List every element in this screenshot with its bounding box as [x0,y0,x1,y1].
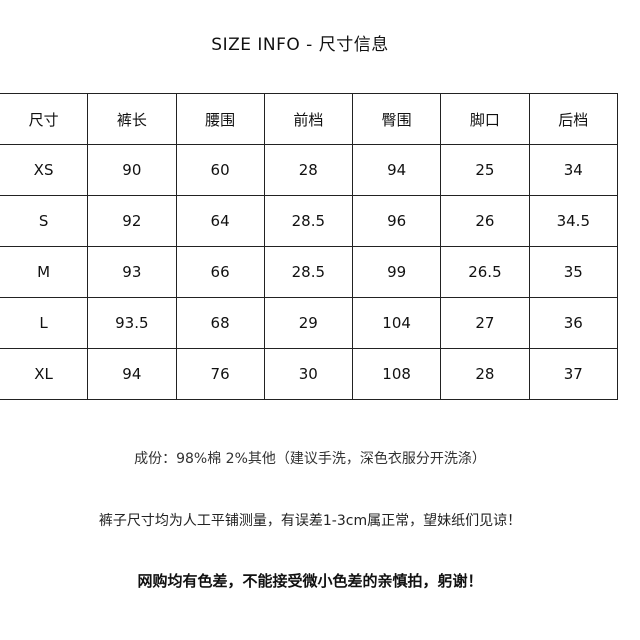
table-cell: 92 [87,195,177,247]
table-cell: 34 [528,144,619,196]
table-cell: 裤长 [87,93,177,145]
composition-note: 成份：98%棉 2%其他（建议手洗，深色衣服分开洗涤） [134,451,486,467]
table-cell: 35 [528,246,619,298]
table-cell: 30 [263,348,353,400]
table-cell: 29 [263,297,353,349]
table-cell: 前档 [263,93,353,145]
table-cell: 66 [175,246,265,298]
table-cell: 94 [87,348,177,400]
table-cell: 104 [351,297,442,349]
table-cell: 93.5 [87,297,177,349]
table-row: M 93 66 28.5 99 26.5 35 [0,246,619,298]
table-cell: 96 [351,195,442,247]
table-cell: 28.5 [263,246,353,298]
page-title: SIZE INFO - 尺寸信息 [211,35,389,55]
table-cell: 37 [528,348,619,400]
table-cell: 脚口 [440,93,530,145]
table-cell: 尺寸 [0,93,89,145]
table-cell: L [0,297,89,349]
table-row: L 93.5 68 29 104 27 36 [0,297,619,349]
table-row: XL 94 76 30 108 28 37 [0,348,619,400]
table-cell: 26 [440,195,530,247]
measurement-note: 裤子尺寸均为人工平铺测量，有误差1-3cm属正常，望妹纸们见谅！ [98,513,522,529]
table-cell: 后档 [528,93,619,145]
table-cell: 60 [175,144,265,196]
table-cell: 25 [440,144,530,196]
table-cell: 93 [87,246,177,298]
table-cell: 27 [440,297,530,349]
table-header-row: 尺寸 裤长 腰围 前档 臀围 脚口 后档 [0,93,619,145]
table-cell: XL [0,348,89,400]
table-cell: 108 [351,348,442,400]
table-cell: 腰围 [175,93,265,145]
table-row: XS 90 60 28 94 25 34 [0,144,619,196]
table-cell: M [0,246,89,298]
table-cell: 28 [440,348,530,400]
table-cell: 99 [351,246,442,298]
table-cell: 28.5 [263,195,353,247]
color-note: 网购均有色差，不能接受微小色差的亲慎拍，躬谢！ [137,572,483,590]
table-cell: 28 [263,144,353,196]
table-row: S 92 64 28.5 96 26 34.5 [0,195,619,247]
table-cell: 90 [87,144,177,196]
table-cell: S [0,195,89,247]
size-table: 尺寸 裤长 腰围 前档 臀围 脚口 后档 XS 90 60 28 94 25 34 S 92 64 28.5 96 2… [0,93,619,400]
table-cell: XS [0,144,89,196]
table-cell: 94 [351,144,442,196]
table-cell: 34.5 [528,195,619,247]
table-cell: 76 [175,348,265,400]
table-cell: 臀围 [351,93,442,145]
table-cell: 26.5 [440,246,530,298]
table-cell: 36 [528,297,619,349]
table-cell: 68 [175,297,265,349]
table-cell: 64 [175,195,265,247]
